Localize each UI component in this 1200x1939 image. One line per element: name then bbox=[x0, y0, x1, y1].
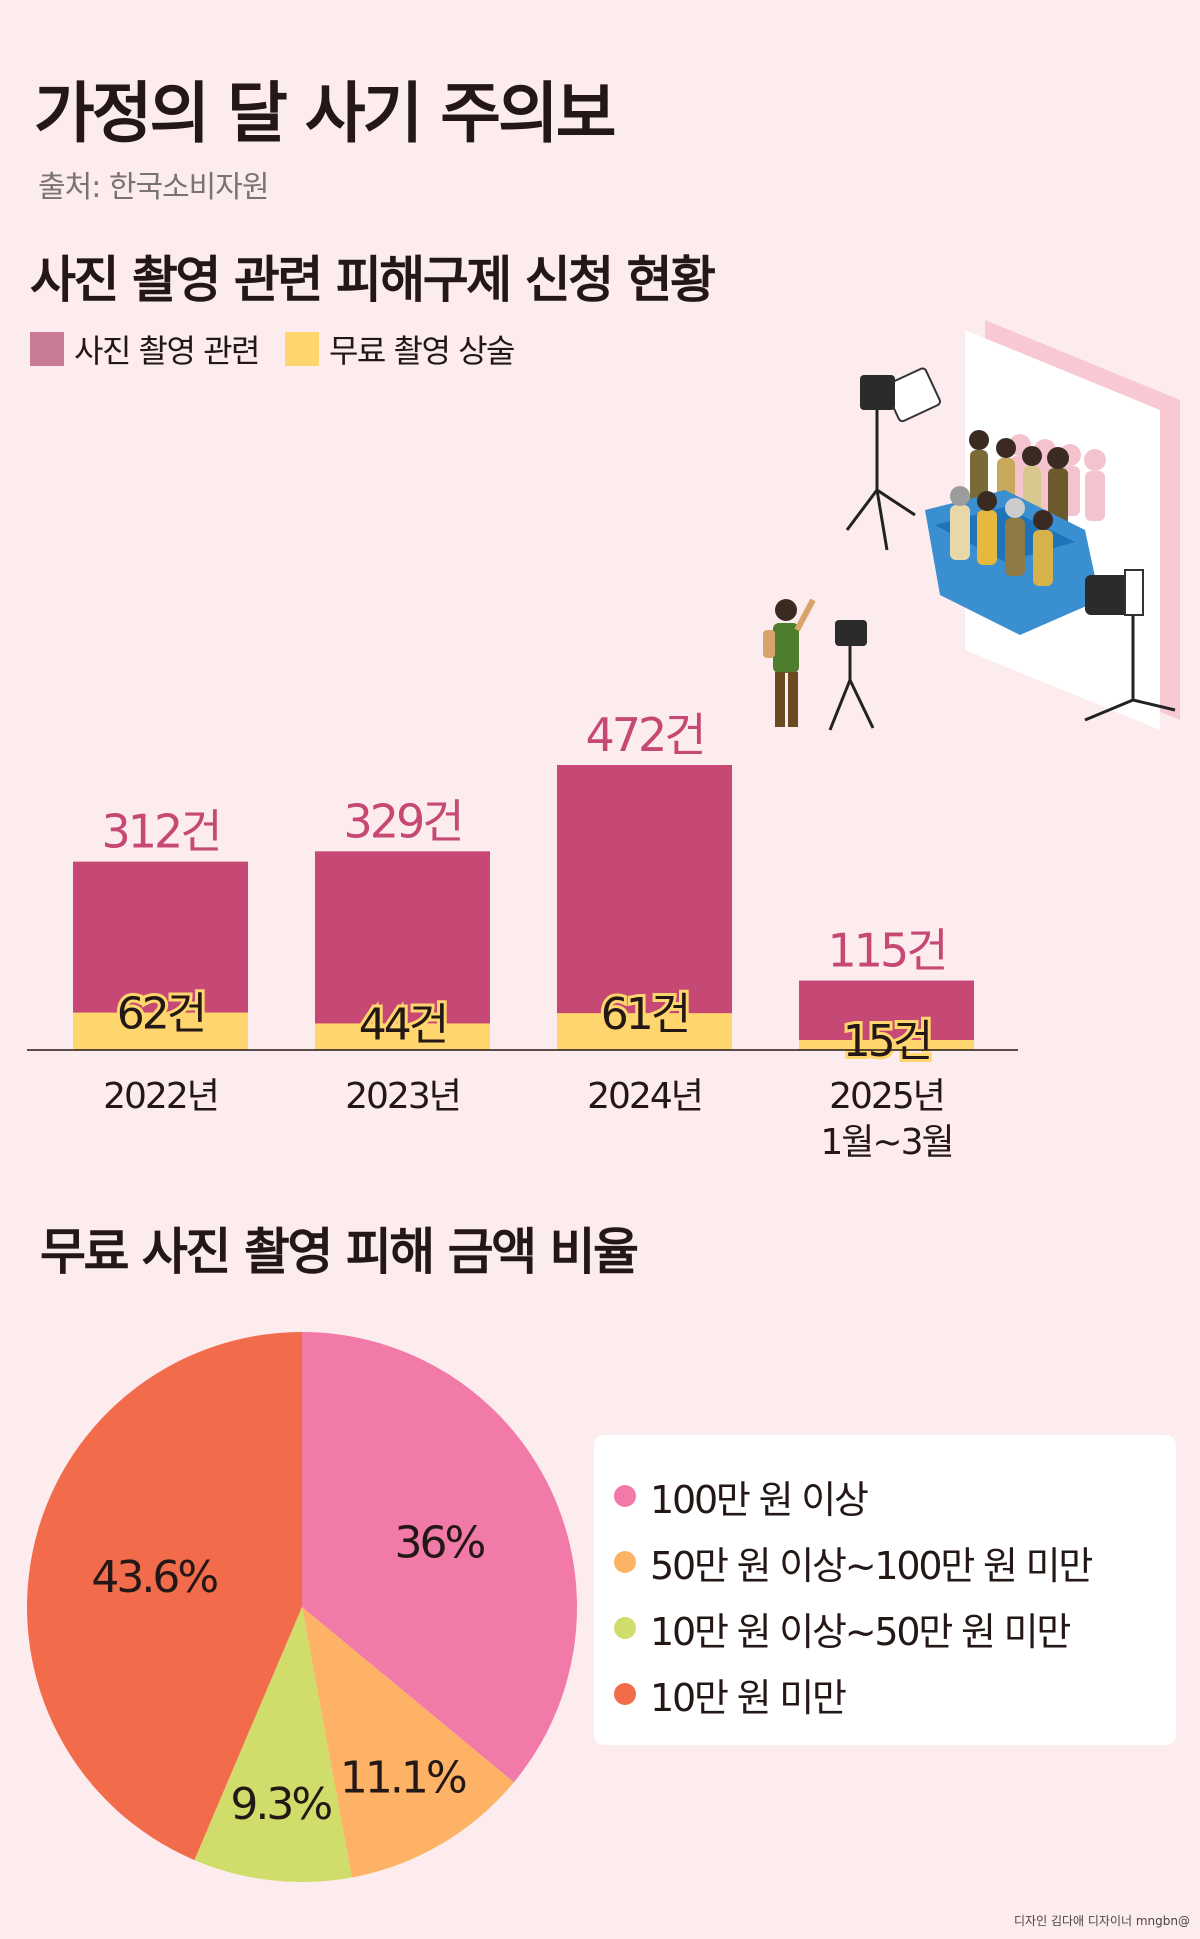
legend-swatch-free bbox=[284, 332, 319, 366]
pie-slice bbox=[26, 1332, 302, 1861]
legend-label-total: 사진 촬영 관련 bbox=[74, 332, 260, 370]
pie-slice-label: 11.1% bbox=[340, 1753, 466, 1804]
pie-slice bbox=[302, 1332, 577, 1783]
pie-legend-item: 10만 원 미만 bbox=[614, 1661, 1176, 1727]
pie-legend-label: 50만 원 이상~100만 원 미만 bbox=[650, 1543, 1093, 1588]
pie-slice bbox=[302, 1607, 514, 1878]
designer-credit: 디자인 김다애 디자이너 mngbn@ bbox=[1014, 1914, 1190, 1928]
photo-studio-illustration bbox=[763, 320, 1180, 731]
legend-label-free: 무료 촬영 상술 bbox=[328, 332, 515, 370]
photographer-shape bbox=[763, 598, 875, 731]
pie-legend-dot bbox=[614, 1551, 636, 1573]
pie-legend-item: 10만 원 이상~50만 원 미만 bbox=[614, 1595, 1176, 1661]
bar-free bbox=[73, 1012, 248, 1050]
pie-legend-label: 10만 원 미만 bbox=[650, 1675, 847, 1720]
x-tick-label: 1월~3월 bbox=[820, 1122, 952, 1163]
bar-total-label: 115건 bbox=[827, 924, 945, 978]
bar-free-label: 44건 bbox=[359, 999, 446, 1050]
bar-total-label: 329건 bbox=[343, 794, 461, 848]
x-tick-label: 2022년 bbox=[103, 1076, 218, 1117]
pie-chart-title: 무료 사진 촬영 피해 금액 비율 bbox=[40, 1223, 639, 1281]
bar-chart-legend: 사진 촬영 관련 무료 촬영 상술 bbox=[30, 326, 540, 372]
bar-total bbox=[315, 851, 490, 1050]
pie-legend-item: 50만 원 이상~100만 원 미만 bbox=[614, 1529, 1176, 1595]
pie-legend-label: 10만 원 이상~50만 원 미만 bbox=[650, 1609, 1071, 1654]
bar-total-label: 472건 bbox=[585, 708, 703, 762]
pie-legend-item: 100만 원 이상 bbox=[614, 1463, 1176, 1529]
pie-legend-dot bbox=[614, 1485, 636, 1507]
bar-total bbox=[799, 980, 974, 1050]
bar-chart: 312건 62건 2022년 329건 44건 2023년 472건 61건 2024년 115건… bbox=[27, 708, 1018, 1163]
bar-chart-title: 사진 촬영 관련 피해구제 신청 현황 bbox=[30, 251, 716, 309]
source-note: 출처: 한국소비자원 bbox=[38, 170, 269, 205]
bar-free-label: 62건 bbox=[117, 989, 204, 1040]
pie-chart-legend: 100만 원 이상 50만 원 이상~100만 원 미만 10만 원 이상~50… bbox=[594, 1435, 1176, 1745]
pie-slice-label: 9.3% bbox=[230, 1779, 331, 1830]
legend-swatch-total bbox=[30, 332, 64, 366]
pie-legend-label: 100만 원 이상 bbox=[650, 1477, 869, 1522]
pie-slice bbox=[194, 1607, 352, 1882]
legend-item-total: 사진 촬영 관련 bbox=[30, 326, 260, 372]
legend-item-free: 무료 촬영 상술 bbox=[284, 326, 515, 372]
bar-free bbox=[799, 1040, 974, 1050]
pie-slice-label: 43.6% bbox=[91, 1552, 217, 1603]
x-tick-label: 2024년 bbox=[587, 1076, 702, 1117]
bar-free bbox=[557, 1013, 732, 1050]
studio-light-right-shape bbox=[1084, 569, 1176, 722]
bar-free-label: 61건 bbox=[601, 989, 688, 1040]
bar-total-label: 312건 bbox=[101, 805, 219, 859]
x-tick-label: 2023년 bbox=[345, 1076, 460, 1117]
page-title: 가정의 달 사기 주의보 bbox=[34, 75, 616, 152]
pie-slice-label: 36% bbox=[394, 1518, 484, 1569]
pie-chart: 36% 11.1%9.3% 43.6% bbox=[26, 1332, 577, 1882]
family-group-shape bbox=[925, 430, 1100, 635]
bar-total bbox=[557, 765, 732, 1050]
pie-legend-dot bbox=[614, 1683, 636, 1705]
x-tick-label: 2025년 bbox=[829, 1076, 944, 1117]
pie-legend-dot bbox=[614, 1617, 636, 1639]
bar-free bbox=[315, 1023, 490, 1050]
studio-light-left-shape bbox=[845, 367, 941, 551]
bar-free-label: 15건 bbox=[843, 1016, 930, 1067]
